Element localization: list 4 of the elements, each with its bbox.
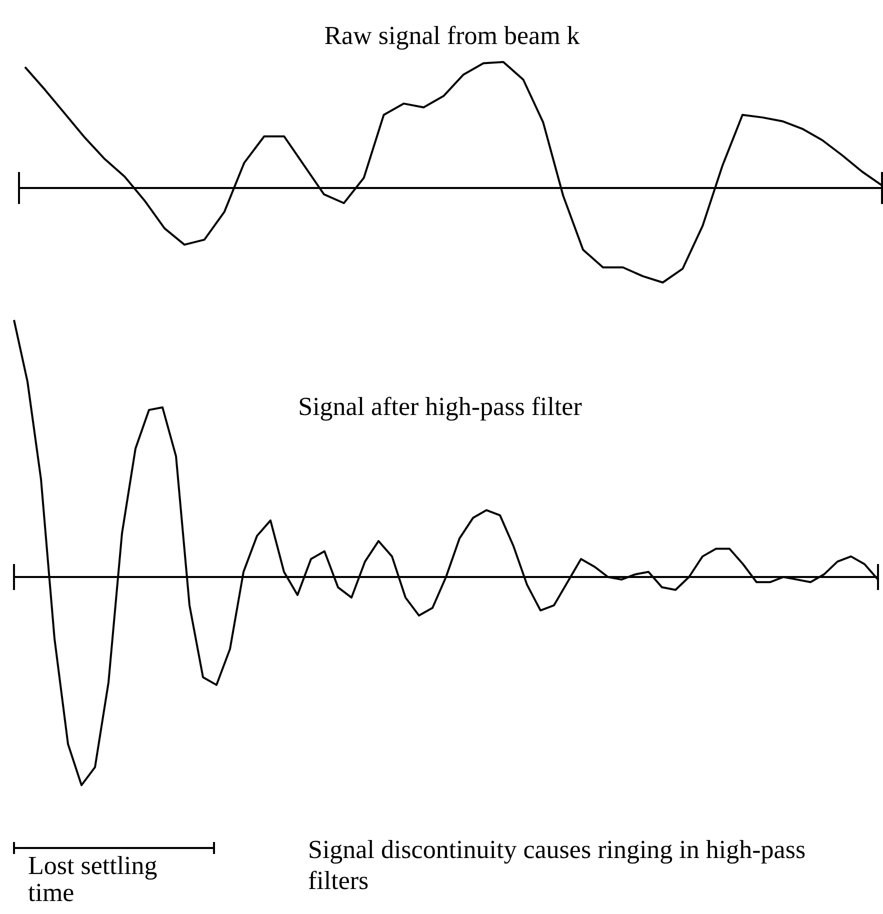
text: Signal discontinuity causes ringing in high-pass filters bbox=[308, 835, 806, 895]
chart-title: Raw signal from beam k bbox=[324, 21, 580, 50]
text: Signal after high-pass filter bbox=[298, 392, 582, 421]
text: Lost settling time bbox=[28, 851, 158, 907]
